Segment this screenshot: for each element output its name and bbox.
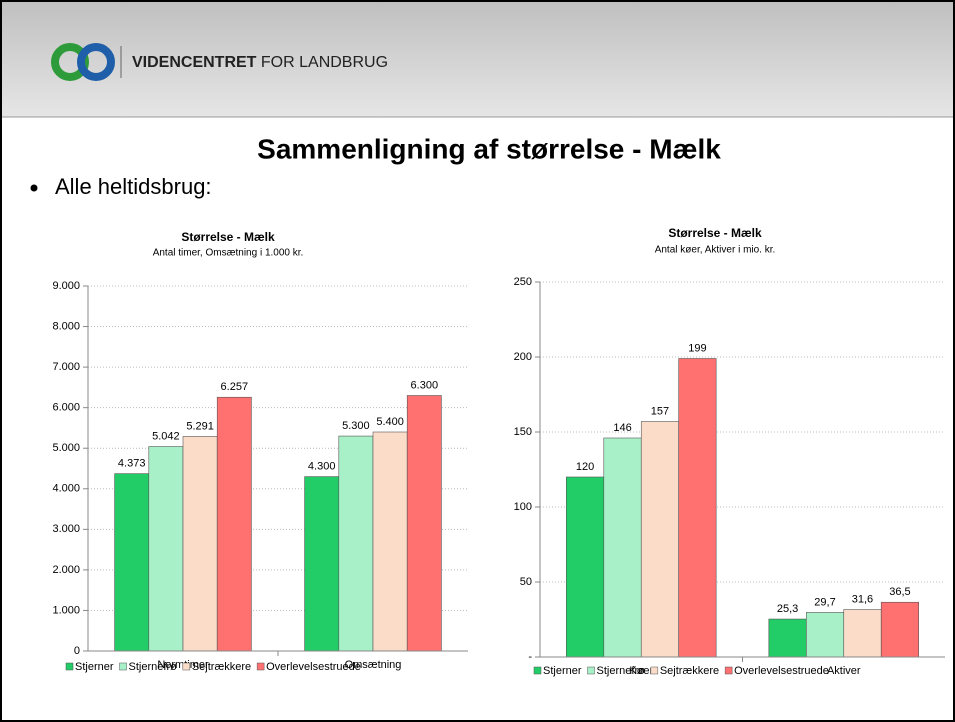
value-label: 5.042 xyxy=(152,430,180,442)
bar xyxy=(304,476,340,652)
y-tick-label: 5.000 xyxy=(52,442,80,454)
value-label: 4.300 xyxy=(308,461,336,473)
logo xyxy=(51,43,115,81)
chart-subtitle: Antal køer, Aktiver i mio. kr. xyxy=(655,245,776,256)
x-tick-label: Køer xyxy=(629,665,653,677)
y-tick-label: 6.000 xyxy=(52,402,80,414)
value-label: 25,3 xyxy=(777,603,798,615)
y-tick-label: 9.000 xyxy=(52,280,80,292)
value-label: 146 xyxy=(613,422,631,434)
value-label: 5.300 xyxy=(342,420,370,432)
legend-label: Overlevelsestruede xyxy=(734,665,829,677)
legend-swatch xyxy=(724,666,733,675)
y-tick-label: 2.000 xyxy=(52,564,80,576)
chart-title: Størrelse - Mælk xyxy=(181,230,275,244)
y-tick-label: 100 xyxy=(514,501,532,513)
legend-swatch xyxy=(182,662,191,671)
value-label: 5.400 xyxy=(376,416,404,428)
value-label: 4.373 xyxy=(118,458,146,470)
value-label: 6.257 xyxy=(221,381,249,393)
brand-bold: VIDENCENTRET xyxy=(132,54,257,71)
y-tick-label: - xyxy=(528,651,532,663)
bar xyxy=(148,446,184,652)
bar xyxy=(182,436,218,652)
bar xyxy=(768,618,807,658)
legend-label: Stjerner xyxy=(543,665,582,677)
bar xyxy=(805,612,845,658)
value-label: 29,7 xyxy=(814,596,835,608)
bar xyxy=(338,435,374,652)
header-band xyxy=(0,0,955,117)
bullet-text: Alle heltidsbrug: xyxy=(55,174,212,199)
brand: VIDENCENTRET FOR LANDBRUG xyxy=(132,54,388,71)
legend-swatch xyxy=(650,666,659,675)
x-tick-label: Aktiver xyxy=(827,665,861,677)
legend-swatch xyxy=(256,662,265,671)
value-label: 36,5 xyxy=(889,586,910,598)
value-label: 157 xyxy=(651,405,669,417)
bar xyxy=(566,476,605,658)
y-tick-label: 150 xyxy=(514,426,532,438)
bar xyxy=(216,396,252,652)
value-label: 120 xyxy=(576,461,594,473)
charts: Størrelse - Mælk Antal timer, Omsætning i… xyxy=(52,226,945,677)
y-tick-label: 3.000 xyxy=(52,523,80,535)
legend-label: Stjerner xyxy=(75,661,114,673)
bullet-dot xyxy=(30,184,38,192)
bar xyxy=(880,601,919,658)
y-tick-label: 1.000 xyxy=(52,604,80,616)
legend-label: Stjernefrø xyxy=(597,665,646,677)
legend-swatch xyxy=(587,666,595,675)
bar xyxy=(603,437,642,658)
legend-label: Overlevelsestruede xyxy=(266,661,361,673)
y-tick-label: 7.000 xyxy=(52,361,80,373)
legend-swatch xyxy=(65,662,74,671)
value-label: 31,6 xyxy=(852,594,873,606)
legend-label: Stjernefrø xyxy=(129,661,178,673)
legend-label: Sejtrækkere xyxy=(192,661,251,673)
chart-subtitle: Antal timer, Omsætning i 1.000 kr. xyxy=(153,248,304,259)
y-tick-label: 50 xyxy=(520,576,532,588)
y-tick-label: 0 xyxy=(74,645,80,657)
slide-title: Sammenligning af størrelse - Mælk xyxy=(257,133,721,164)
x-tick-label: Omsætning xyxy=(345,659,402,671)
legend-swatch xyxy=(119,662,127,671)
bar xyxy=(406,395,442,652)
bar xyxy=(640,421,680,658)
bar xyxy=(114,473,150,652)
brand-rest: FOR LANDBRUG xyxy=(261,54,388,71)
bar xyxy=(372,431,408,652)
legend-label: Sejtrækkere xyxy=(660,665,719,677)
legend-swatch xyxy=(533,666,542,675)
y-tick-label: 250 xyxy=(514,276,532,288)
y-tick-label: 200 xyxy=(514,351,532,363)
y-tick-label: 4.000 xyxy=(52,483,80,495)
bar xyxy=(843,609,882,658)
value-label: 6.300 xyxy=(411,379,439,391)
value-label: 5.291 xyxy=(186,420,214,432)
y-tick-label: 8.000 xyxy=(52,320,80,332)
chart-title: Størrelse - Mælk xyxy=(668,226,762,240)
bar xyxy=(678,358,717,658)
value-label: 199 xyxy=(688,342,706,354)
